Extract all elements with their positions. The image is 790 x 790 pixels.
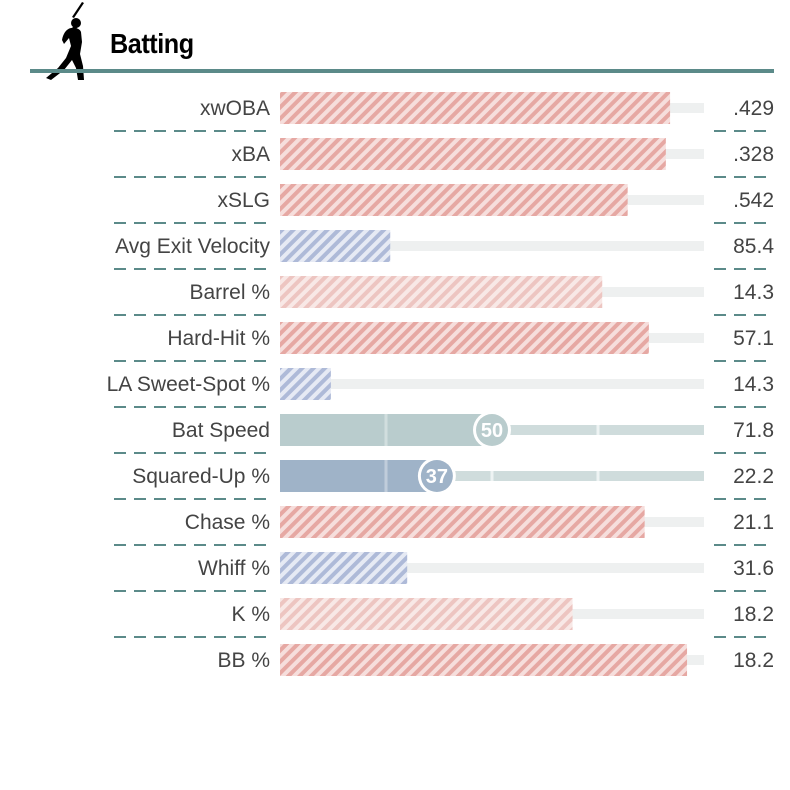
percentile-bar [280, 368, 331, 400]
metric-value: 71.8 [733, 419, 774, 442]
metric-row-avg-exit-velocity: Avg Exit Velocity 85.4 [114, 230, 774, 270]
metric-label: Whiff % [198, 557, 270, 580]
percentile-tick [596, 471, 600, 481]
bar-gridline [384, 460, 388, 492]
percentile-bar [280, 184, 628, 216]
metric-value: 57.1 [733, 327, 774, 350]
percentile-circle [476, 414, 508, 446]
percentile-bar [280, 644, 688, 676]
percentile-tick [490, 471, 494, 481]
percentile-bar [280, 552, 408, 584]
metric-value: .542 [733, 189, 774, 212]
metric-row-bb: BB % 18.2 [217, 644, 774, 676]
percentile-label: 37 [426, 466, 448, 488]
percentile-track [280, 241, 704, 251]
percentile-bar [280, 276, 603, 308]
metric-row-chase: Chase % 21.1 [114, 506, 774, 546]
percentile-bar [280, 230, 391, 262]
metric-value: 18.2 [733, 603, 774, 626]
metric-value: 85.4 [733, 235, 774, 258]
metric-row-squared-up: Squared-Up % 37 22.2 [114, 457, 774, 500]
metric-value: 14.3 [733, 373, 774, 396]
metric-label: Avg Exit Velocity [115, 235, 270, 258]
metric-row-hard-hit: Hard-Hit % 57.1 [114, 322, 774, 362]
metric-label: Bat Speed [172, 419, 270, 442]
metric-label: xSLG [217, 189, 270, 212]
metric-value: 14.3 [733, 281, 774, 304]
percentile-tick [596, 425, 600, 435]
percentile-bar [280, 414, 492, 446]
metric-value: .328 [733, 143, 774, 166]
metric-row-xslg: xSLG .542 [114, 184, 774, 224]
percentile-circle [420, 460, 453, 492]
metric-label: K % [231, 603, 270, 626]
metric-label: LA Sweet-Spot % [107, 373, 270, 396]
header-rule [30, 69, 774, 73]
metric-label: Barrel % [189, 281, 270, 304]
percentile-track [280, 379, 704, 389]
metric-row-xba: xBA .328 [114, 138, 774, 178]
metric-row-bat-speed: Bat Speed 50 71.8 [114, 411, 774, 454]
metric-row-whiff: Whiff % 31.6 [114, 552, 774, 592]
metric-row-k: K % 18.2 [114, 598, 774, 638]
percentile-bar [280, 92, 671, 124]
metric-label: Chase % [185, 511, 270, 534]
percentile-label: 50 [481, 420, 503, 442]
metric-value: 18.2 [733, 649, 774, 672]
metric-label: Hard-Hit % [167, 327, 270, 350]
section-header: Batting [0, 0, 790, 80]
metric-label: xwOBA [200, 97, 270, 120]
metric-value: 31.6 [733, 557, 774, 580]
percentile-bar [280, 138, 666, 170]
percentile-bar [280, 322, 649, 354]
metric-label: Squared-Up % [132, 465, 270, 488]
metric-row-xwoba: xwOBA .429 [114, 92, 774, 132]
metric-value: 22.2 [733, 465, 774, 488]
percentile-bar [280, 506, 645, 538]
bar-gridline [384, 414, 388, 446]
metric-row-la-sweet-spot: LA Sweet-Spot % 14.3 [107, 368, 774, 408]
section-title: Batting [110, 28, 194, 59]
percentile-bar [280, 598, 573, 630]
percentile-bar [280, 460, 437, 492]
metric-value: 21.1 [733, 511, 774, 534]
percentile-track [280, 563, 704, 573]
batter-silhouette-icon [46, 2, 84, 80]
metric-row-barrel: Barrel % 14.3 [114, 276, 774, 316]
metric-label: xBA [231, 143, 270, 166]
metric-value: .429 [733, 97, 774, 120]
metric-label: BB % [217, 649, 270, 672]
